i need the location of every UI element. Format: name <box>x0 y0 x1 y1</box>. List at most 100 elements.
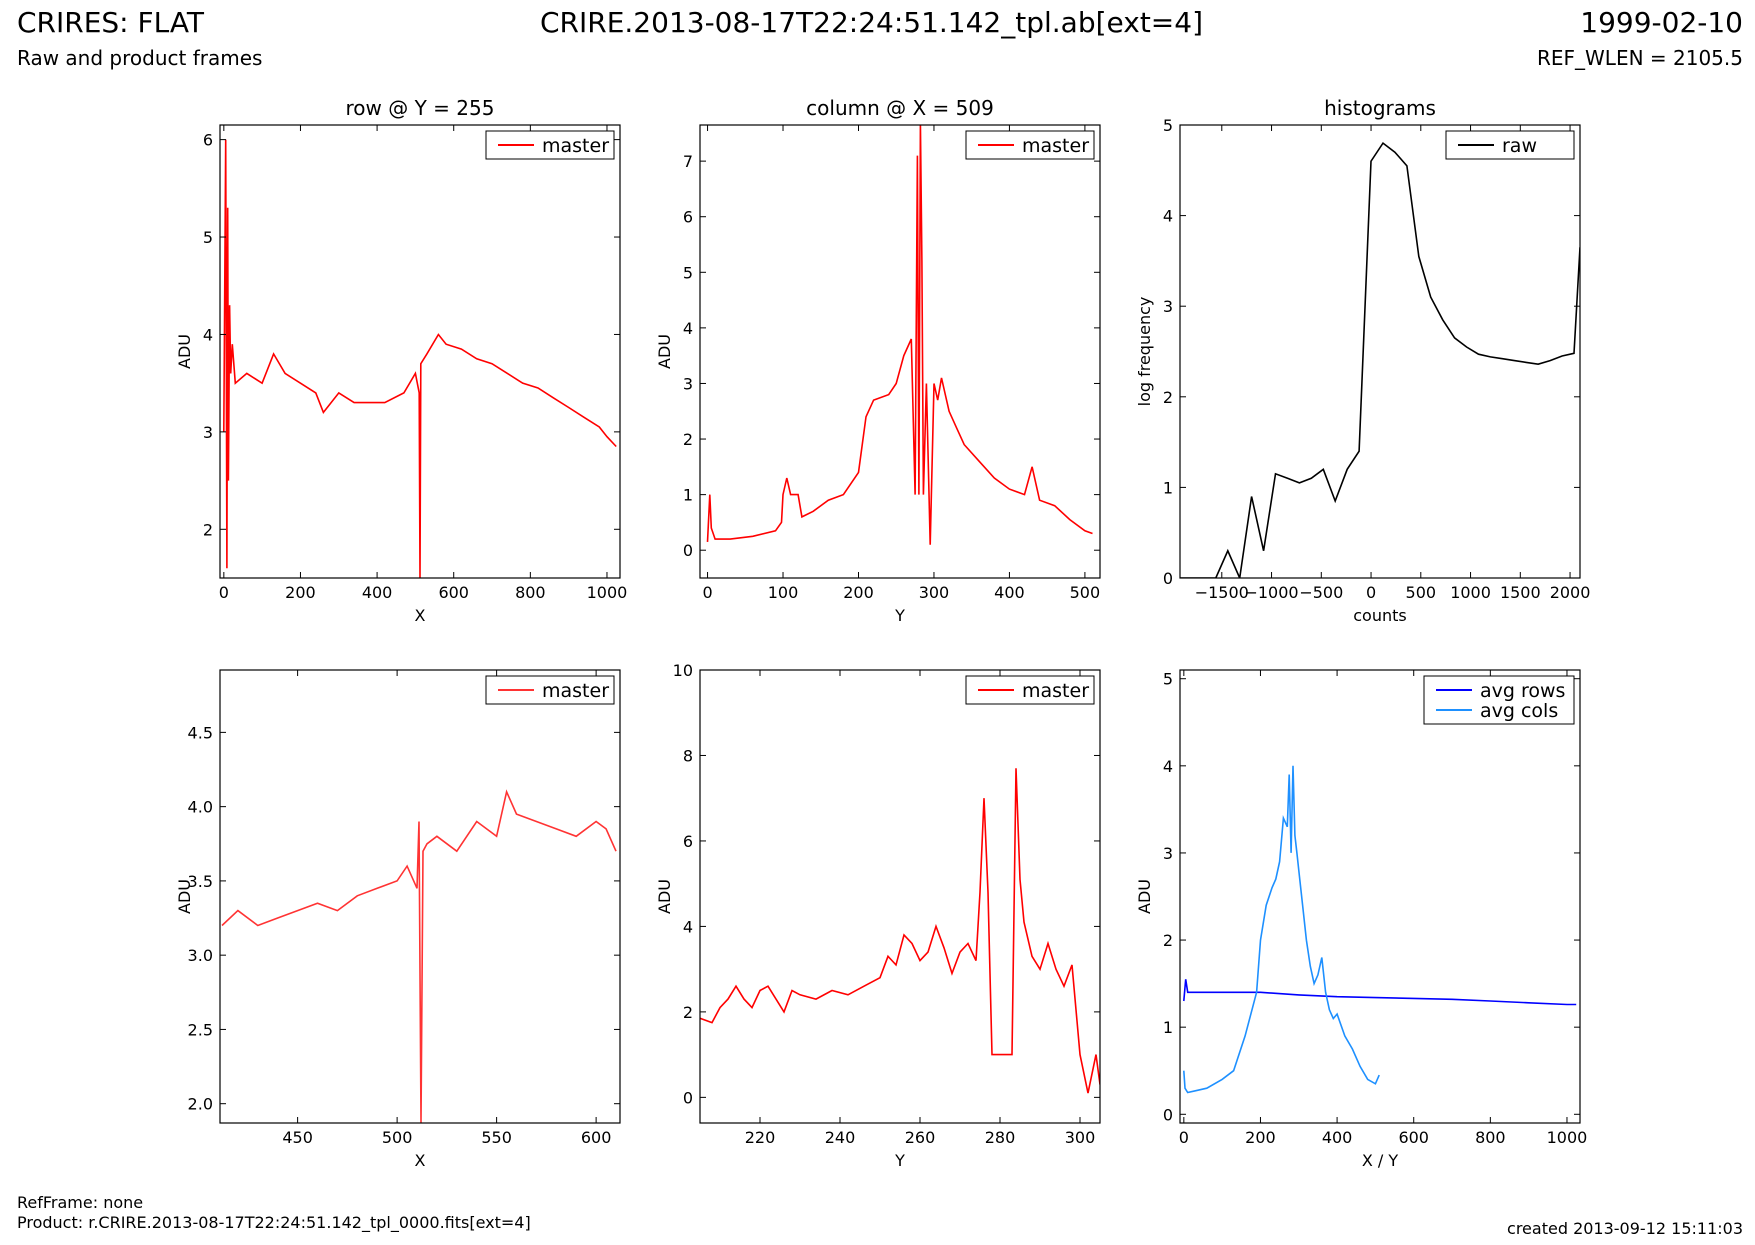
x-tick-label: 500 <box>1406 583 1437 602</box>
y-tick-label: 3 <box>683 374 693 393</box>
y-tick-label: 6 <box>683 832 693 851</box>
x-axis-label: X <box>415 606 426 625</box>
y-tick-label: 5 <box>203 228 213 247</box>
y-tick-label: 2 <box>203 520 213 539</box>
chart-panel-2: 0 100 200 300 400 500 0 1 2 3 4 5 6 7 column @ X = 509… <box>655 96 1101 625</box>
x-tick-label: 600 <box>1398 1128 1429 1147</box>
x-tick-label: 450 <box>282 1128 313 1147</box>
created-timestamp: created 2013-09-12 15:11:03 <box>1507 1219 1743 1238</box>
y-axis-label: ADU <box>655 334 674 369</box>
x-tick-label: 550 <box>481 1128 512 1147</box>
x-axis-label: X <box>415 1151 426 1170</box>
chart-panel-4: 450 500 550 600 2.0 2.5 3.0 3.5 4.0 4.5 X ADU master <box>175 669 621 1170</box>
y-tick-label: 8 <box>683 746 693 765</box>
series-line-1 <box>700 768 1100 1094</box>
y-tick-label: 5 <box>1163 116 1173 135</box>
y-tick-label: 3 <box>203 423 213 442</box>
x-tick-label: 400 <box>1322 1128 1353 1147</box>
y-tick-label: 3 <box>1163 844 1173 863</box>
x-tick-label: 500 <box>1070 583 1101 602</box>
y-tick-label: 10 <box>673 661 693 680</box>
x-tick-label: −500 <box>1299 583 1343 602</box>
instrument-title: CRIRES: FLAT <box>17 6 204 39</box>
x-tick-label: 300 <box>1065 1128 1096 1147</box>
x-tick-label: 1000 <box>587 583 628 602</box>
legend-label: master <box>1022 135 1089 157</box>
y-tick-label: 4.5 <box>188 723 213 742</box>
series-line-1 <box>223 139 617 578</box>
y-tick-label: 4 <box>683 917 693 936</box>
x-tick-label: 240 <box>825 1128 856 1147</box>
chart-panel-5: 220 240 260 280 300 0 2 4 6 8 10 Y ADU master <box>655 661 1101 1170</box>
y-tick-label: 2 <box>1163 931 1173 950</box>
x-tick-label: 260 <box>905 1128 936 1147</box>
series-group <box>1180 141 1580 578</box>
legend: raw <box>1445 130 1575 160</box>
chart-panel-1: 0 200 400 600 800 1000 2 3 4 5 6 row @ Y = 255 X ADU m… <box>175 96 627 625</box>
y-axis-label: ADU <box>175 879 194 914</box>
y-tick-label: 0 <box>1163 569 1173 588</box>
y-tick-label: 3.0 <box>188 946 213 965</box>
y-tick-label: 3 <box>1163 297 1173 316</box>
subtitle: Raw and product frames <box>17 46 263 70</box>
ref-frame-label: RefFrame: none <box>17 1193 144 1212</box>
legend-label: avg rows <box>1480 680 1565 702</box>
chart-panel-3: −1500−1000 −500 0 500 1000 1500 2000 0 1 2 3 4 5 hist… <box>1135 96 1590 625</box>
y-tick-label: 7 <box>683 152 693 171</box>
y-tick-label: 5 <box>1163 670 1173 689</box>
chart-title: column @ X = 509 <box>806 96 994 120</box>
series-group <box>223 139 617 578</box>
chart-title: histograms <box>1324 96 1436 120</box>
ref-wlen-label: REF_WLEN = 2105.5 <box>1536 46 1743 70</box>
x-tick-label: 0 <box>1179 1128 1189 1147</box>
y-tick-label: 4 <box>1163 757 1173 776</box>
y-axis-label: ADU <box>1135 879 1154 914</box>
x-tick-label: 300 <box>919 583 950 602</box>
x-tick-label: 0 <box>1366 583 1376 602</box>
legend: master <box>485 130 615 160</box>
series-line-1 <box>706 125 1093 545</box>
y-tick-label: 3.5 <box>188 872 213 891</box>
series-line-1 <box>221 789 617 1123</box>
y-tick-label: 5 <box>683 263 693 282</box>
series-group <box>700 768 1100 1094</box>
legend-label: master <box>542 135 609 157</box>
legend: master <box>965 675 1095 705</box>
y-tick-label: 2 <box>1163 388 1173 407</box>
x-tick-label: −1000 <box>1244 583 1298 602</box>
x-tick-label: 600 <box>581 1128 612 1147</box>
chart-title: row @ Y = 255 <box>346 96 495 120</box>
x-tick-label: 200 <box>285 583 316 602</box>
legend: master <box>485 675 615 705</box>
x-tick-label: 280 <box>985 1128 1016 1147</box>
y-tick-label: 4 <box>1163 207 1173 226</box>
x-tick-label: −1500 <box>1195 583 1249 602</box>
file-title: CRIRE.2013-08-17T22:24:51.142_tpl.ab[ext… <box>540 6 1204 39</box>
series-line-1 <box>1180 141 1580 578</box>
plot-frame <box>1179 669 1581 1124</box>
y-tick-label: 4 <box>683 319 693 338</box>
x-axis-label: Y <box>894 1151 905 1170</box>
legend-label: master <box>542 680 609 702</box>
y-tick-label: 0 <box>1163 1105 1173 1124</box>
series-group <box>1183 765 1577 1094</box>
series-group <box>221 789 617 1123</box>
x-tick-label: 100 <box>768 583 799 602</box>
legend: master <box>965 130 1095 160</box>
y-tick-label: 2 <box>683 430 693 449</box>
y-tick-label: 1 <box>1163 478 1173 497</box>
x-tick-label: 800 <box>1475 1128 1506 1147</box>
x-tick-label: 220 <box>745 1128 776 1147</box>
plot-frame <box>699 669 1101 1124</box>
y-tick-label: 0 <box>683 1088 693 1107</box>
legend-box <box>1423 675 1575 725</box>
x-tick-label: 200 <box>1245 1128 1276 1147</box>
y-tick-label: 6 <box>203 131 213 150</box>
x-tick-label: 0 <box>219 583 229 602</box>
plot-frame <box>219 124 621 579</box>
y-tick-label: 4.0 <box>188 798 213 817</box>
x-tick-label: 400 <box>362 583 393 602</box>
x-tick-label: 500 <box>382 1128 413 1147</box>
legend-label: avg cols <box>1480 700 1558 722</box>
